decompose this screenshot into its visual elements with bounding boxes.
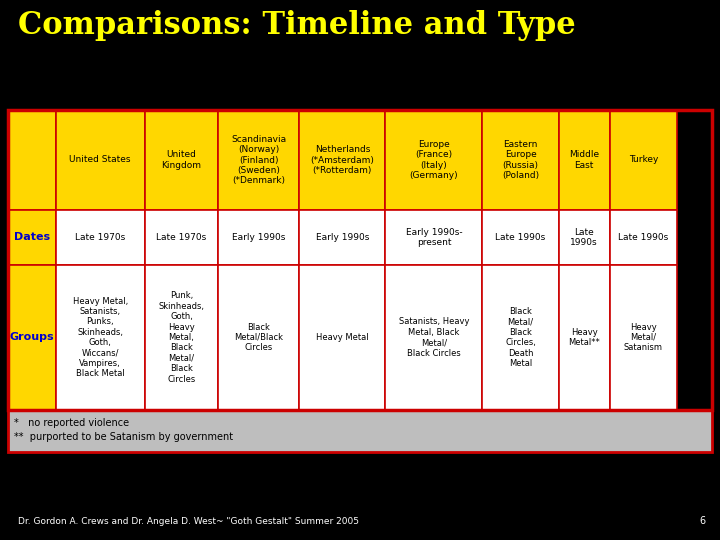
Bar <box>56 265 145 410</box>
Text: Heavy Metal: Heavy Metal <box>316 333 369 342</box>
Text: Dates: Dates <box>14 233 50 242</box>
Bar <box>300 210 385 265</box>
Text: Dr. Gordon A. Crews and Dr. Angela D. West~ "Goth Gestalt" Summer 2005: Dr. Gordon A. Crews and Dr. Angela D. We… <box>18 517 359 526</box>
Bar <box>559 265 610 410</box>
Text: Late 1970s: Late 1970s <box>156 233 207 242</box>
Bar <box>300 265 385 410</box>
Text: Comparisons: Timeline and Type: Comparisons: Timeline and Type <box>18 10 576 41</box>
Bar <box>56 210 145 265</box>
Text: Late 1990s: Late 1990s <box>618 233 668 242</box>
Text: Late 1970s: Late 1970s <box>75 233 125 242</box>
Bar <box>482 265 559 410</box>
Bar <box>8 410 712 452</box>
Text: Late
1990s: Late 1990s <box>570 228 598 247</box>
Text: Late 1990s: Late 1990s <box>495 233 546 242</box>
Bar <box>385 110 482 210</box>
Text: Early 1990s: Early 1990s <box>233 233 286 242</box>
Text: United
Kingdom: United Kingdom <box>161 150 202 170</box>
Bar <box>145 210 218 265</box>
Text: Heavy Metal,
Satanists,
Punks,
Skinheads,
Goth,
Wiccans/
Vampires,
Black Metal: Heavy Metal, Satanists, Punks, Skinheads… <box>73 296 128 379</box>
Text: Early 1990s-
present: Early 1990s- present <box>405 228 462 247</box>
Text: United States: United States <box>69 156 131 165</box>
Text: 6: 6 <box>700 516 706 526</box>
Bar <box>559 110 610 210</box>
Bar <box>56 110 145 210</box>
Bar <box>300 110 385 210</box>
Bar <box>218 265 300 410</box>
Bar <box>482 110 559 210</box>
Text: Scandinavia
(Norway)
(Finland)
(Sweden)
(*Denmark): Scandinavia (Norway) (Finland) (Sweden) … <box>231 134 287 185</box>
Bar <box>218 110 300 210</box>
Bar <box>8 110 56 210</box>
Bar <box>8 110 712 410</box>
Bar <box>218 210 300 265</box>
Text: Heavy
Metal**: Heavy Metal** <box>568 328 600 347</box>
Text: Black
Metal/Black
Circles: Black Metal/Black Circles <box>235 322 284 353</box>
Bar <box>145 110 218 210</box>
Bar <box>385 265 482 410</box>
Bar <box>385 210 482 265</box>
Bar <box>8 210 56 265</box>
Text: Satanists, Heavy
Metal, Black
Metal/
Black Circles: Satanists, Heavy Metal, Black Metal/ Bla… <box>399 318 469 357</box>
Bar <box>610 265 677 410</box>
Text: Europe
(France)
(Italy)
(Germany): Europe (France) (Italy) (Germany) <box>410 140 458 180</box>
Text: **  purported to be Satanism by government: ** purported to be Satanism by governmen… <box>14 432 233 442</box>
Text: Eastern
Europe
(Russia)
(Poland): Eastern Europe (Russia) (Poland) <box>502 140 539 180</box>
Text: *   no reported violence: * no reported violence <box>14 418 129 428</box>
Bar <box>610 110 677 210</box>
Text: Turkey: Turkey <box>629 156 658 165</box>
Bar <box>559 210 610 265</box>
Text: Groups: Groups <box>9 333 54 342</box>
Text: Black
Metal/
Black
Circles,
Death
Metal: Black Metal/ Black Circles, Death Metal <box>505 307 536 368</box>
Text: Middle
East: Middle East <box>570 150 599 170</box>
Text: Netherlands
(*Amsterdam)
(*Rotterdam): Netherlands (*Amsterdam) (*Rotterdam) <box>310 145 374 175</box>
Text: Early 1990s: Early 1990s <box>315 233 369 242</box>
Bar <box>610 210 677 265</box>
Bar <box>8 265 56 410</box>
Bar <box>145 265 218 410</box>
Bar <box>482 210 559 265</box>
Text: Heavy
Metal/
Satanism: Heavy Metal/ Satanism <box>624 322 663 353</box>
Text: Punk,
Skinheads,
Goth,
Heavy
Metal,
Black
Metal/
Black
Circles: Punk, Skinheads, Goth, Heavy Metal, Blac… <box>158 292 204 383</box>
